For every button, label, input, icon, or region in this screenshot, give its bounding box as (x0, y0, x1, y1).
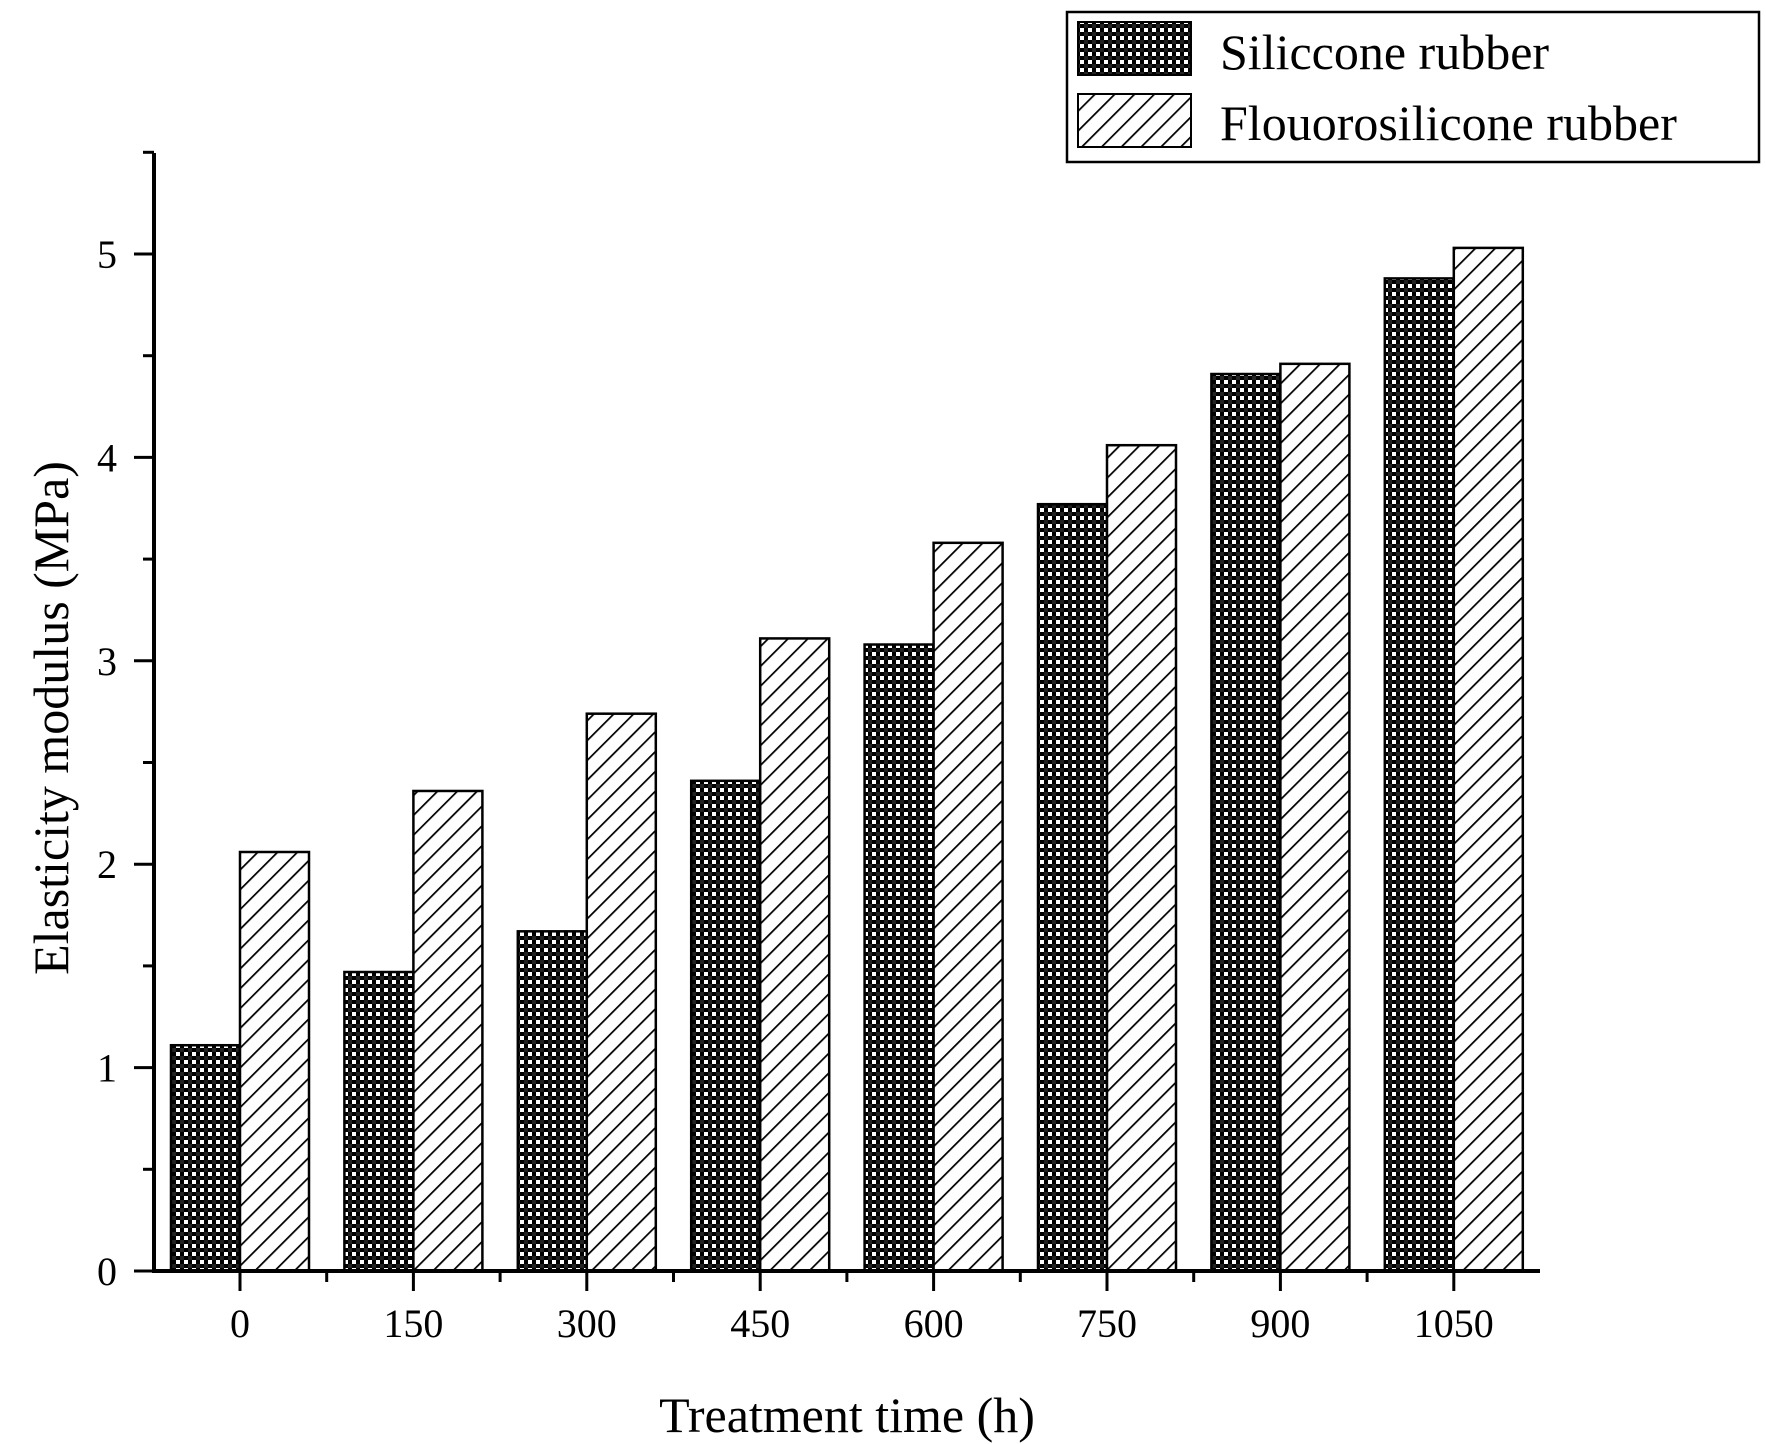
x-tick-label: 600 (904, 1301, 964, 1346)
x-ticks: 0 150 300 450 600 750 900 1050 (230, 1271, 1494, 1346)
bar-siliccone-rubber-0 (169, 1043, 242, 1273)
x-tick-label: 0 (230, 1301, 250, 1346)
y-tick-label: 4 (97, 435, 117, 480)
legend-label-siliccone-rubber: Siliccone rubber (1220, 24, 1549, 80)
y-tick-label: 0 (97, 1249, 117, 1294)
x-tick-label: 750 (1077, 1301, 1137, 1346)
x-tick-label: 150 (383, 1301, 443, 1346)
bar-flouorosilicone-rubber-0 (238, 850, 311, 1273)
bar-flouorosilicone-rubber-450 (758, 637, 831, 1273)
bar-flouorosilicone-rubber-150 (412, 789, 484, 1273)
bar-siliccone-rubber-600 (863, 643, 935, 1273)
legend-label-flouorosilicone-rubber: Flouorosilicone rubber (1220, 95, 1677, 151)
x-tick-label: 900 (1250, 1301, 1310, 1346)
bar-siliccone-rubber-450 (689, 779, 762, 1273)
y-axis-title: Elasticity modulus (MPa) (23, 461, 79, 975)
legend-swatch-siliccone-rubber (1077, 21, 1192, 76)
bar-flouorosilicone-rubber-900 (1279, 362, 1351, 1273)
y-tick-label: 2 (97, 842, 117, 887)
y-tick-label: 5 (97, 232, 117, 277)
bar-flouorosilicone-rubber-750 (1105, 443, 1178, 1273)
bar-siliccone-rubber-1050 (1383, 277, 1456, 1273)
y-tick-label: 1 (97, 1046, 117, 1091)
bar-flouorosilicone-rubber-600 (932, 541, 1004, 1273)
legend-swatch-flouorosilicone-rubber (1077, 93, 1192, 148)
x-tick-label: 300 (557, 1301, 617, 1346)
x-tick-label: 1050 (1414, 1301, 1494, 1346)
bar-siliccone-rubber-300 (516, 930, 589, 1273)
bar-siliccone-rubber-750 (1036, 502, 1109, 1273)
legend: Siliccone rubber Flouorosilicone rubber (1065, 10, 1761, 164)
bars (169, 246, 1525, 1273)
y-tick-label: 3 (97, 639, 117, 684)
bar-flouorosilicone-rubber-1050 (1452, 246, 1525, 1273)
bar-siliccone-rubber-900 (1210, 372, 1282, 1273)
bar-siliccone-rubber-150 (343, 970, 415, 1273)
x-tick-label: 450 (730, 1301, 790, 1346)
y-ticks: 0 1 2 3 4 5 (97, 150, 154, 1294)
bar-flouorosilicone-rubber-300 (585, 712, 658, 1273)
x-axis-title: Treatment time (h) (659, 1387, 1035, 1443)
